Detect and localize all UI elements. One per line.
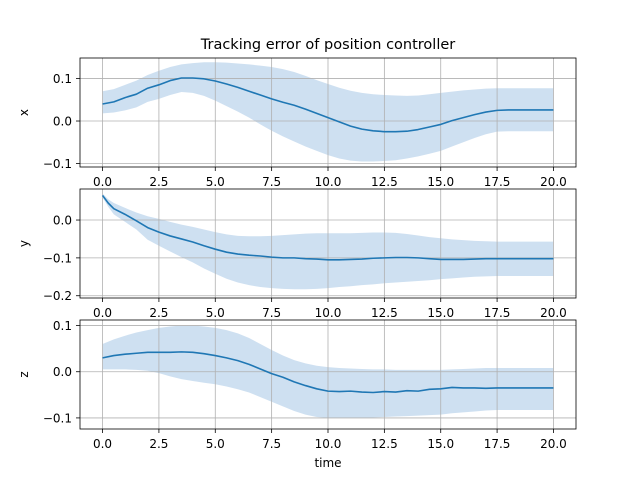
y-tick-label: −0.1 <box>43 411 72 425</box>
x-axis-label: time <box>314 456 341 470</box>
x-tick-label: 12.5 <box>371 175 398 189</box>
x-tick-label: 2.5 <box>149 437 168 451</box>
y-axis-label: y <box>17 240 31 247</box>
x-tick-label: 5.0 <box>206 306 225 320</box>
y-tick-label: 0.0 <box>53 214 72 228</box>
x-tick-label: 15.0 <box>427 437 454 451</box>
x-tick-label: 2.5 <box>149 306 168 320</box>
x-tick-label: 7.5 <box>262 437 281 451</box>
x-tick-label: 10.0 <box>315 437 342 451</box>
x-tick-label: 17.5 <box>484 437 511 451</box>
x-tick-label: 15.0 <box>427 175 454 189</box>
x-tick-label: 20.0 <box>540 175 567 189</box>
y-tick-label: −0.1 <box>43 251 72 265</box>
subplot-y: 0.0 2.5 5.0 7.5 10.0 12.5 15.0 17.5 20.0 −0.2 −0.1… <box>17 188 577 320</box>
subplots: 0.0 2.5 5.0 7.5 10.0 12.5 15.0 17.5 20.0−0.10.00… <box>17 57 577 451</box>
x-tick-label: 20.0 <box>540 437 567 451</box>
mean-line-y <box>101 194 554 261</box>
x-tick-label: 10.0 <box>315 175 342 189</box>
y-axis-label: x <box>17 109 31 116</box>
y-tick-label: −0.1 <box>43 157 72 171</box>
x-tick-label: 0.0 <box>93 437 112 451</box>
x-tick-label: 7.5 <box>262 306 281 320</box>
x-tick-label: 12.5 <box>371 437 398 451</box>
x-tick-label: 0.0 <box>93 175 112 189</box>
y-tick-label: −0.2 <box>43 289 72 303</box>
mean-line-x <box>102 77 554 133</box>
x-tick-label: 2.5 <box>149 175 168 189</box>
x-tick-label: 7.5 <box>262 175 281 189</box>
x-tick-label: 10.0 <box>315 306 342 320</box>
x-tick-label: 12.5 <box>371 306 398 320</box>
y-tick-label: 0.1 <box>53 72 72 86</box>
mean-line-z <box>102 351 554 394</box>
y-tick-label: 0.0 <box>53 365 72 379</box>
subplot-x: 0.0 2.5 5.0 7.5 10.0 12.5 15.0 17.5 20.0 −0.1 0.0 0… <box>17 57 577 189</box>
x-tick-label: 15.0 <box>427 306 454 320</box>
x-tick-label: 17.5 <box>484 175 511 189</box>
subplot-z: 0.0 2.5 5.0 7.5 10.0 12.5 15.0 17.5 20.0 −0.1 0.0 0… <box>17 319 577 451</box>
y-tick-label: 0.0 <box>53 115 72 129</box>
y-axis-label: z <box>17 371 31 377</box>
x-tick-label: 17.5 <box>484 306 511 320</box>
x-tick-label: 5.0 <box>206 175 225 189</box>
x-tick-label: 0.0 <box>93 306 112 320</box>
x-tick-label: 5.0 <box>206 437 225 451</box>
y-tick-label: 0.1 <box>53 319 72 333</box>
x-tick-label: 20.0 <box>540 306 567 320</box>
chart-title: Tracking error of position controller <box>200 37 456 53</box>
